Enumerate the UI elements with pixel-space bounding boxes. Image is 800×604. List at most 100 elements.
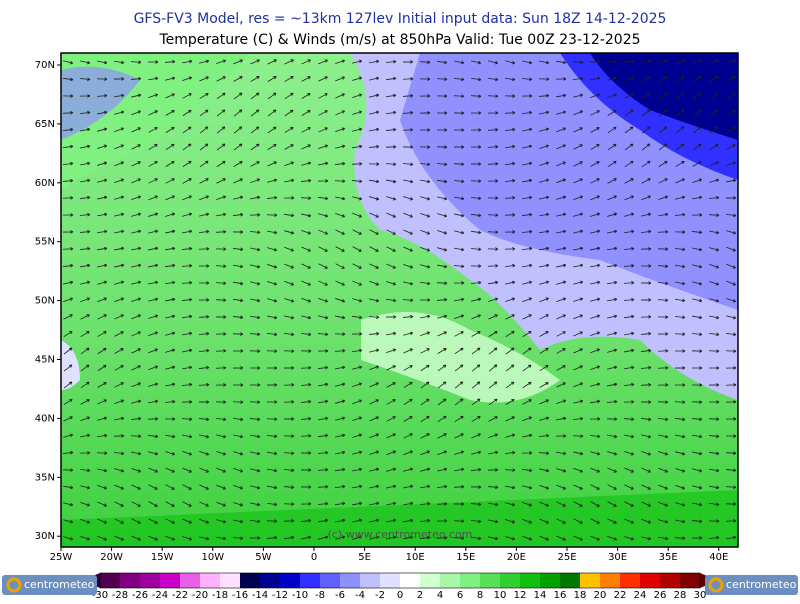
- wind-arrow: [283, 383, 295, 387]
- wind-arrow: [420, 196, 431, 201]
- wind-arrow: [97, 60, 108, 65]
- wind-arrow: [420, 433, 430, 439]
- wind-arrow: [674, 247, 686, 252]
- wind-arrow: [505, 314, 515, 320]
- wind-arrow: [709, 178, 720, 183]
- wind-arrow: [657, 536, 669, 541]
- title: GFS-FV3 Model, res = ~13km 127lev Initia…: [134, 11, 667, 27]
- wind-arrow: [334, 501, 346, 506]
- wind-arrow: [539, 364, 549, 372]
- wind-arrow: [182, 93, 192, 99]
- wind-arrow: [522, 127, 533, 132]
- lon-label: 30E: [608, 552, 627, 563]
- wind-arrow: [97, 399, 107, 405]
- wind-arrow: [62, 178, 74, 183]
- wind-arrow: [368, 331, 380, 336]
- wind-arrow: [573, 467, 584, 473]
- wind-arrow: [419, 128, 431, 132]
- wind-arrow: [351, 179, 363, 184]
- wind-arrow: [471, 450, 482, 455]
- wind-arrow: [658, 195, 669, 200]
- wind-arrow: [641, 518, 652, 524]
- wind-arrow: [369, 348, 380, 353]
- wind-arrow: [436, 60, 448, 65]
- wind-arrow: [573, 110, 583, 116]
- wind-arrow: [623, 297, 635, 302]
- wind-arrow: [436, 94, 448, 98]
- wind-arrow: [97, 280, 108, 285]
- wind-arrow: [709, 264, 720, 269]
- colorbar-label: -10: [292, 590, 308, 600]
- wind-arrow: [79, 77, 91, 82]
- wind-arrow: [692, 298, 703, 303]
- wind-arrow: [556, 127, 566, 133]
- wind-arrow: [386, 229, 396, 235]
- wind-arrow: [453, 111, 465, 115]
- wind-arrow: [62, 468, 74, 472]
- wind-arrow: [437, 347, 447, 354]
- wind-arrow: [675, 109, 685, 117]
- colorbar-frame: [99, 572, 701, 589]
- wind-arrow: [233, 281, 244, 286]
- wind-arrow: [283, 519, 295, 523]
- wind-arrow: [454, 433, 464, 439]
- wind-arrow: [573, 297, 584, 302]
- wind-arrow: [80, 416, 90, 422]
- wind-arrow: [471, 314, 481, 320]
- wind-arrow: [437, 433, 447, 439]
- wind-arrow: [539, 484, 550, 490]
- wind-arrow: [233, 59, 243, 65]
- wind-arrow: [369, 76, 380, 81]
- wind-arrow: [539, 518, 549, 524]
- wind-arrow: [726, 298, 737, 303]
- wind-arrow: [165, 314, 176, 319]
- wind-arrow: [709, 230, 720, 235]
- colorbar-cell: [520, 573, 540, 588]
- wind-arrow: [522, 161, 533, 166]
- wind-arrow: [522, 314, 532, 320]
- wind-arrow: [148, 161, 158, 167]
- wind-arrow: [335, 229, 345, 235]
- wind-arrow: [470, 247, 482, 252]
- wind-arrow: [216, 519, 227, 524]
- wind-arrow: [487, 94, 499, 98]
- wind-arrow: [539, 127, 550, 132]
- wind-arrow: [675, 264, 686, 269]
- wind-arrow: [198, 298, 210, 302]
- wind-arrow: [708, 434, 720, 439]
- wind-arrow: [691, 349, 703, 353]
- wind-arrow: [572, 60, 584, 64]
- wind-arrow: [199, 212, 210, 217]
- wind-arrow: [539, 178, 550, 183]
- wind-arrow: [607, 143, 617, 151]
- wind-arrow: [692, 92, 702, 100]
- wind-arrow: [657, 247, 669, 251]
- wind-arrow: [232, 366, 244, 370]
- colorbar-cell: [100, 573, 120, 588]
- wind-arrow: [182, 212, 193, 217]
- wind-arrow: [283, 366, 295, 370]
- wind-arrow: [709, 75, 719, 82]
- temp-area: [61, 66, 140, 140]
- wind-arrow: [385, 315, 397, 319]
- wind-arrow: [182, 365, 193, 370]
- wind-arrow: [79, 94, 91, 98]
- wind-arrow: [131, 280, 142, 285]
- wind-arrow: [505, 519, 516, 524]
- wind-arrow: [556, 93, 567, 98]
- wind-arrow: [79, 229, 91, 234]
- wind-arrow: [164, 263, 176, 268]
- wind-arrow: [725, 434, 737, 438]
- wind-arrow: [63, 280, 74, 285]
- wind-arrow: [335, 416, 346, 421]
- wind-arrow: [283, 196, 295, 200]
- wind-arrow: [164, 280, 176, 285]
- wind-arrow: [471, 331, 481, 337]
- wind-arrow: [419, 162, 431, 167]
- colorbar: -30 -28 -26 -24 -22 -20 -18 -16 -14 -12 -10 -8 -6 -4-…: [82, 572, 718, 601]
- lat-label: 70N: [35, 60, 55, 71]
- wind-arrow: [300, 502, 312, 506]
- wind-arrow: [301, 297, 312, 303]
- wind-arrow: [232, 332, 244, 336]
- wind-arrow: [62, 196, 74, 200]
